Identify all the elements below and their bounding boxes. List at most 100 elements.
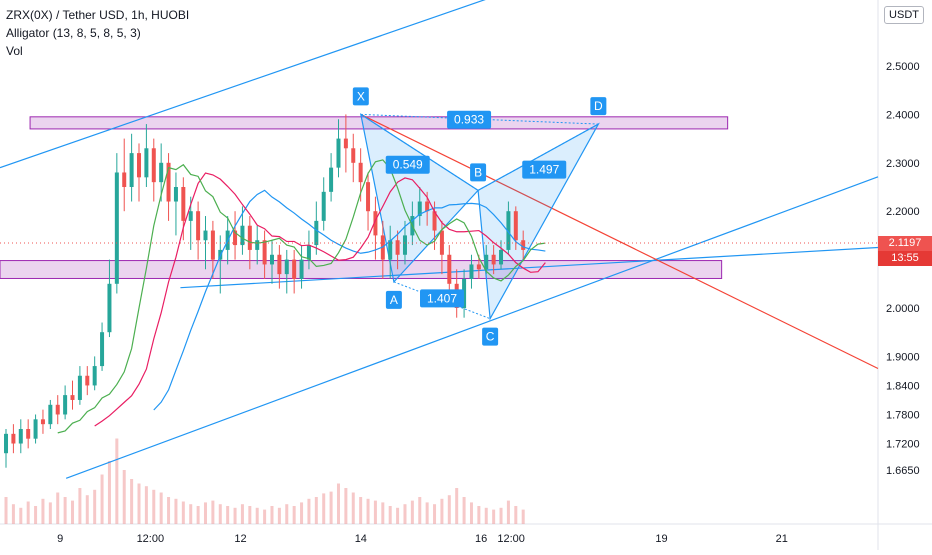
volume-bar [514, 506, 518, 524]
candle-body [425, 201, 430, 212]
price-tick-label: 2.3000 [886, 158, 920, 170]
pattern-point-box [482, 327, 499, 346]
candle-body [329, 167, 334, 192]
volume-bar [373, 500, 377, 524]
candle-body [513, 211, 518, 241]
volume-bar [100, 474, 104, 524]
candle-body [4, 433, 9, 454]
alligator-jaw-line [153, 189, 546, 411]
price-tick-label: 1.7200 [886, 439, 920, 451]
ratio-label-box [522, 160, 567, 179]
volume-bar [130, 479, 134, 524]
time-tick-label: 19 [655, 533, 667, 545]
candle-body [314, 220, 319, 246]
candle-body [137, 153, 142, 178]
candle-body [351, 148, 356, 163]
volume-bar [388, 506, 392, 524]
price-tick-label: 1.8400 [886, 380, 920, 392]
candle-body [255, 240, 260, 250]
volume-bar [189, 504, 193, 524]
volume-bar [292, 506, 296, 524]
candle-body [306, 245, 311, 260]
volume-bar [447, 495, 451, 524]
candle-body [159, 162, 164, 183]
volume-bar [410, 500, 414, 524]
candle-body [432, 211, 437, 231]
candle-body [18, 429, 23, 444]
volume-bar [218, 504, 222, 524]
volume-bar [196, 506, 200, 524]
candle-body [395, 240, 400, 255]
volume-bar [351, 492, 355, 524]
price-tick-label: 1.9000 [886, 351, 920, 363]
candle-body [388, 240, 393, 260]
support-zone [0, 260, 723, 279]
volume-bar [477, 506, 481, 524]
ratio-label-box [420, 289, 465, 308]
volume-bar [425, 502, 429, 524]
candle-body [151, 148, 156, 183]
volume-bar [270, 506, 274, 524]
candle-body [499, 249, 504, 265]
ratio-label-box [385, 155, 430, 174]
candle-body [188, 211, 193, 221]
volume-bar [107, 461, 111, 524]
volume-bar [85, 495, 89, 524]
candle-body [321, 191, 326, 221]
volume-bar [255, 507, 259, 524]
volume-bar [336, 483, 340, 524]
volume-bar [203, 502, 207, 524]
volume-bar [433, 504, 437, 524]
last-price-value: 2.1197 [888, 237, 922, 249]
volume-bar [211, 500, 215, 524]
volume-indicator-label[interactable]: Vol [6, 44, 23, 58]
symbol-title[interactable]: ZRX(0X) / Tether USD, 1h, HUOBI [6, 8, 190, 22]
alligator-indicator-label[interactable]: Alligator (13, 8, 5, 8, 5, 3) [6, 26, 141, 40]
candle-body [277, 254, 282, 275]
candle-body [247, 225, 252, 250]
volume-bar [11, 504, 15, 524]
candle-body [26, 429, 31, 439]
time-tick-label: 16 [475, 533, 487, 545]
volume-bar [144, 486, 148, 524]
candle-body [358, 162, 363, 183]
candle-body [70, 395, 75, 400]
volume-bar [366, 498, 370, 524]
volume-bar [506, 500, 510, 524]
candle-body [469, 264, 474, 279]
candle-body [484, 254, 489, 270]
volume-bar [174, 498, 178, 524]
pattern-point-label: B [474, 165, 482, 179]
volume-bar [329, 491, 333, 524]
volume-bar [78, 488, 82, 524]
candle-body [122, 172, 127, 187]
ratio-label: 1.407 [427, 291, 457, 305]
pattern-xb-dashed [360, 113, 479, 191]
alligator-teeth-line [94, 172, 546, 427]
volume-bar [233, 507, 237, 524]
candle-body [203, 230, 208, 241]
price-tick-label: 2.2000 [886, 206, 920, 218]
volume-bar [492, 509, 496, 524]
pattern-bcd-triangle [477, 122, 600, 321]
currency-badge[interactable]: USDT [884, 6, 924, 24]
time-tick-label: 12 [234, 533, 246, 545]
volume-bar [403, 504, 407, 524]
candle-body [476, 264, 481, 270]
candle-body [181, 187, 186, 221]
volume-bar [226, 506, 230, 524]
volume-bar [4, 497, 8, 524]
time-tick-label: 12:00 [137, 533, 165, 545]
volume-bar [322, 493, 326, 524]
candle-body [240, 225, 245, 246]
volume-bar [159, 492, 163, 524]
candle-body [439, 230, 444, 255]
candle-body [77, 375, 82, 400]
volume-bar [462, 497, 466, 524]
alligator-lips-line [57, 159, 546, 434]
candle-body [402, 235, 407, 255]
volume-bar [19, 507, 23, 524]
volume-bar [122, 470, 126, 524]
